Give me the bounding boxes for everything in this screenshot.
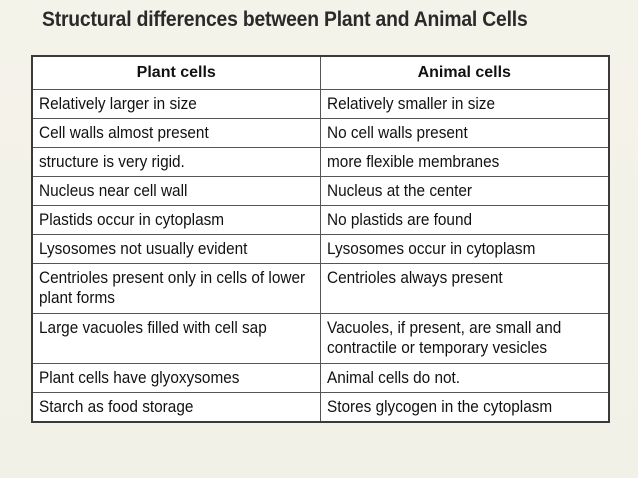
plant-cell-value: Large vacuoles filled with cell sap (31, 313, 321, 364)
cell-text: Relatively smaller in size (326, 95, 495, 113)
cell-text: Nucleus at the center (326, 182, 472, 200)
cell-text: Lysosomes occur in cytoplasm (326, 240, 535, 258)
header-plant-cells: Plant cells (31, 55, 321, 90)
cell-text: Cell walls almost present (39, 124, 209, 142)
animal-cell-value: Vacuoles, if present, are small and cont… (319, 313, 610, 364)
cell-text: Plastids occur in cytoplasm (39, 211, 225, 229)
comparison-table: Plant cells Animal cells Relatively larg… (31, 55, 610, 423)
animal-cell-value: Lysosomes occur in cytoplasm (319, 234, 610, 264)
header-animal-cells: Animal cells (319, 55, 610, 90)
table-header-row: Plant cells Animal cells (31, 55, 610, 90)
cell-text: Vacuoles, if present, are small and cont… (326, 319, 561, 357)
cell-text: Centrioles always present (326, 269, 503, 287)
cell-text: Animal cells do not. (326, 369, 460, 387)
cell-text: more flexible membranes (326, 153, 499, 171)
plant-cell-value: Lysosomes not usually evident (31, 234, 321, 264)
animal-cell-value: Animal cells do not. (319, 363, 610, 393)
cell-text: structure is very rigid. (39, 153, 185, 171)
animal-cell-value: more flexible membranes (319, 147, 610, 177)
animal-cell-value: Nucleus at the center (319, 176, 610, 206)
animal-cell-value: Stores glycogen in the cytoplasm (319, 392, 610, 422)
table-row: Plastids occur in cytoplasm No plastids … (31, 205, 610, 235)
cell-text: Starch as food storage (39, 398, 194, 416)
plant-cell-value: structure is very rigid. (31, 147, 321, 177)
table-row: Centrioles present only in cells of lowe… (31, 263, 610, 314)
cell-text: Centrioles present only in cells of lowe… (39, 269, 306, 307)
animal-cell-value: Relatively smaller in size (319, 89, 610, 119)
table-row: Cell walls almost present No cell walls … (31, 118, 610, 148)
animal-cell-value: No plastids are found (319, 205, 610, 235)
plant-cell-value: Plant cells have glyoxysomes (31, 363, 321, 393)
table-row: structure is very rigid. more flexible m… (31, 147, 610, 177)
cell-text: No plastids are found (326, 211, 472, 229)
cell-text: Large vacuoles filled with cell sap (39, 319, 267, 337)
plant-cell-value: Centrioles present only in cells of lowe… (31, 263, 321, 314)
table-row: Plant cells have glyoxysomes Animal cell… (31, 363, 610, 393)
plant-cell-value: Plastids occur in cytoplasm (31, 205, 321, 235)
table-row: Large vacuoles filled with cell sap Vacu… (31, 313, 610, 364)
plant-cell-value: Starch as food storage (31, 392, 321, 422)
cell-text: Stores glycogen in the cytoplasm (326, 398, 552, 416)
cell-text: Nucleus near cell wall (39, 182, 188, 200)
plant-cell-value: Cell walls almost present (31, 118, 321, 148)
cell-text: Plant cells have glyoxysomes (39, 369, 240, 387)
table-row: Starch as food storage Stores glycogen i… (31, 392, 610, 422)
animal-cell-value: Centrioles always present (319, 263, 610, 314)
plant-cell-value: Relatively larger in size (31, 89, 321, 119)
plant-cell-value: Nucleus near cell wall (31, 176, 321, 206)
cell-text: Lysosomes not usually evident (39, 240, 248, 258)
table-row: Lysosomes not usually evident Lysosomes … (31, 234, 610, 264)
slide-title: Structural differences between Plant and… (42, 8, 528, 31)
table-row: Nucleus near cell wall Nucleus at the ce… (31, 176, 610, 206)
cell-text: No cell walls present (326, 124, 468, 142)
table-row: Relatively larger in size Relatively sma… (31, 89, 610, 119)
cell-text: Relatively larger in size (39, 95, 197, 113)
animal-cell-value: No cell walls present (319, 118, 610, 148)
